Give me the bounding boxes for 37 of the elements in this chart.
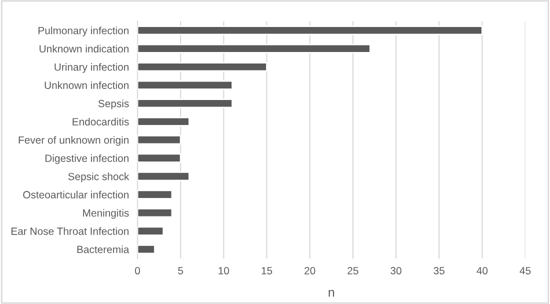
y-tick-label: Unknown indication: [40, 44, 128, 53]
x-tick-label: 30: [390, 267, 402, 274]
bar: [138, 98, 233, 108]
x-tick-label: 5: [178, 267, 184, 274]
bar: [138, 135, 182, 145]
bar: [138, 62, 268, 72]
y-tick-label: Endocarditis: [72, 118, 129, 126]
bar: [138, 153, 182, 163]
y-tick-label: Osteoarticular infection: [23, 190, 128, 198]
x-tick-label: 40: [476, 267, 488, 274]
x-tick-label: 25: [348, 267, 358, 274]
x-tick-label: 0: [135, 267, 140, 274]
bar: [138, 226, 164, 236]
x-tick-label: 45: [520, 267, 531, 274]
x-tick-label: 10: [218, 267, 230, 274]
bar: [138, 26, 483, 36]
bar: [138, 208, 173, 218]
x-tick-label: 15: [262, 267, 272, 274]
x-tick-label: 35: [434, 267, 444, 274]
bar: [138, 244, 156, 254]
x-tick-label: 20: [304, 267, 316, 274]
y-tick-label: Fever of unknown origin: [18, 136, 128, 146]
y-tick-label: Meningitis: [83, 209, 129, 219]
bar: [138, 80, 233, 90]
x-axis-title: n: [328, 290, 334, 297]
bar: [138, 190, 173, 200]
y-tick-label: Pulmonary infection: [38, 26, 128, 36]
y-tick-label: Sepsic shock: [68, 172, 130, 182]
bar: [138, 172, 190, 182]
y-tick-label: Unknown infection: [44, 81, 128, 89]
y-tick-label: Ear Nose Throat Infection: [12, 227, 128, 235]
y-tick-label: Urinary infection: [54, 63, 128, 73]
y-tick-label: Bacteremia: [77, 246, 130, 254]
bar: [138, 44, 371, 54]
y-tick-label: Digestive infection: [45, 154, 128, 164]
y-tick-label: Sepsis: [98, 100, 129, 110]
bar: [138, 116, 190, 126]
